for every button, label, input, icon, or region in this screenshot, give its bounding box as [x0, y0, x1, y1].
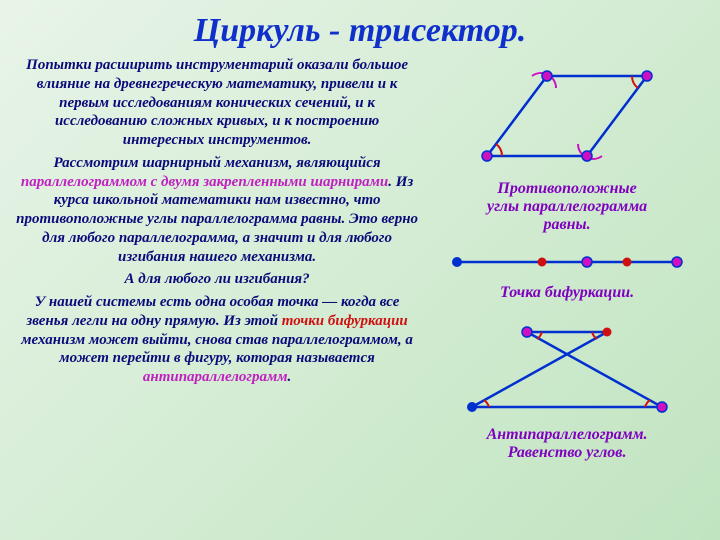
text-column: Попытки расширить инструментарий оказали… [10, 56, 424, 472]
para-2-highlight: параллелограммом с двумя закрепленными ш… [21, 174, 388, 190]
antiparallelogram-diagram [447, 312, 687, 422]
para-2: Рассмотрим шарнирный механизм, являющийс… [16, 154, 418, 267]
para-4e: . [288, 369, 292, 385]
parallelogram-diagram [447, 56, 687, 176]
page-title: Циркуль - трисектор. [0, 0, 720, 56]
caption-3a: Антипараллелограмм. [487, 426, 648, 443]
para-4-antipara: антипараллелограмм [143, 369, 288, 385]
para-4c: механизм может выйти, снова став паралле… [21, 332, 413, 367]
para-4-bifurcation: точки бифуркации [282, 313, 408, 329]
caption-1b: углы параллелограмма [487, 198, 647, 215]
content-area: Попытки расширить инструментарий оказали… [0, 56, 720, 472]
caption-3b: Равенство углов. [508, 444, 627, 461]
caption-1c: равны. [544, 216, 591, 233]
caption-1: Противоположные углы параллелограмма рав… [487, 180, 647, 234]
caption-2: Точка бифуркации. [500, 284, 634, 302]
para-3: А для любого ли изгибания? [16, 270, 418, 289]
para-1: Попытки расширить инструментарий оказали… [16, 56, 418, 150]
para-2a: Рассмотрим шарнирный механизм, являющийс… [54, 155, 381, 171]
caption-1a: Противоположные [497, 180, 636, 197]
diagram-column: Противоположные углы параллелограмма рав… [424, 56, 710, 472]
caption-3: Антипараллелограмм. Равенство углов. [487, 426, 648, 462]
para-4: У нашей системы есть одна особая точка —… [16, 293, 418, 387]
bifurcation-diagram [447, 244, 687, 280]
